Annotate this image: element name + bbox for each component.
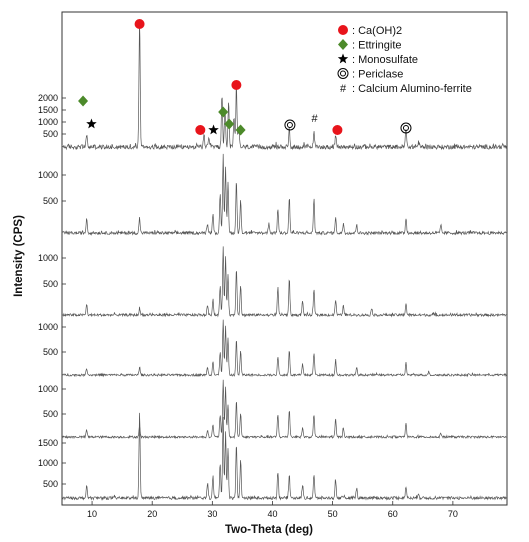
y-tick-label: 500: [43, 129, 58, 139]
x-tick-label: 40: [267, 509, 277, 519]
peak-marker-double_circle-inner: [402, 125, 409, 131]
series-line-5: [61, 379, 508, 440]
legend-label: : Ca(OH)2: [352, 25, 402, 37]
series-layer: [61, 21, 508, 501]
y-tick-label: 500: [43, 479, 58, 489]
y-tick-label: 2000: [38, 93, 58, 103]
y-tick-label: 1000: [38, 384, 58, 394]
series-line-3: [61, 246, 508, 318]
tick-layer: 500 1000 1500 2000 500 1000 500 1000 500 1000 500 1…: [38, 93, 458, 519]
y-tick-label: 500: [43, 409, 58, 419]
peak-marker-diamond: [235, 124, 246, 136]
plot-frame: [61, 11, 508, 506]
y-tick-label: 1000: [38, 253, 58, 263]
legend-symbol-double_circle-outer: [337, 68, 349, 79]
x-tick-label: 10: [87, 509, 97, 519]
legend-symbol-hash: #: [340, 83, 347, 95]
peak-marker-star: [208, 124, 219, 135]
x-axis-title: Two-Theta (deg): [225, 524, 313, 536]
peak-marker-hash: #: [312, 113, 319, 125]
legend-label: : Ettringite: [352, 40, 402, 52]
peak-marker-double_circle: [284, 119, 296, 131]
peak-marker-double_circle-outer: [284, 119, 296, 131]
x-tick-label: 30: [207, 509, 217, 519]
marker-layer: #: [78, 19, 412, 136]
legend-symbol-diamond: [338, 39, 348, 50]
series-line-4: [61, 319, 508, 378]
series-line-2: [61, 153, 508, 236]
peak-marker-circle: [231, 80, 242, 90]
series-line-1: [61, 21, 508, 151]
legend-symbol-star: [337, 53, 349, 64]
legend-symbol-circle: [338, 25, 348, 35]
x-tick-label: 60: [388, 509, 398, 519]
peak-marker-double_circle-outer: [400, 122, 412, 134]
legend-label: : Periclase: [352, 69, 403, 81]
x-tick-label: 50: [328, 509, 338, 519]
peak-marker-circle: [195, 125, 206, 135]
legend-label: : Monosulfate: [352, 54, 418, 66]
x-tick-label: 20: [147, 509, 157, 519]
peak-marker-double_circle: [400, 122, 412, 134]
peak-marker-star: [86, 118, 97, 129]
peak-marker-circle: [134, 19, 145, 29]
y-tick-label: 1000: [38, 322, 58, 332]
peak-marker-circle: [332, 125, 343, 135]
y-tick-label: 1500: [38, 105, 58, 115]
peak-marker-diamond: [78, 95, 89, 107]
y-axis-title: Intensity (CPS): [13, 215, 25, 297]
y-tick-label: 1000: [38, 117, 58, 127]
y-tick-label: 500: [43, 196, 58, 206]
legend-label: : Calcium Alumino-ferrite: [352, 83, 472, 95]
plot-border: [61, 11, 508, 506]
legend-symbol-double_circle-inner: [340, 70, 346, 77]
x-tick-label: 70: [448, 509, 458, 519]
y-tick-label: 1000: [38, 170, 58, 180]
y-tick-label: 1500: [38, 438, 58, 448]
series-line-6: [61, 412, 508, 501]
y-tick-label: 500: [43, 347, 58, 357]
peak-marker-double_circle-inner: [286, 122, 293, 128]
peak-marker-diamond: [224, 118, 235, 130]
y-tick-label: 500: [43, 279, 58, 289]
legend-symbol-double_circle: [337, 68, 349, 79]
legend: : Ca(OH)2 : Ettringite : Monosulfate : Peri…: [337, 25, 472, 95]
y-tick-label: 1000: [38, 458, 58, 468]
peak-marker-diamond: [218, 106, 229, 118]
